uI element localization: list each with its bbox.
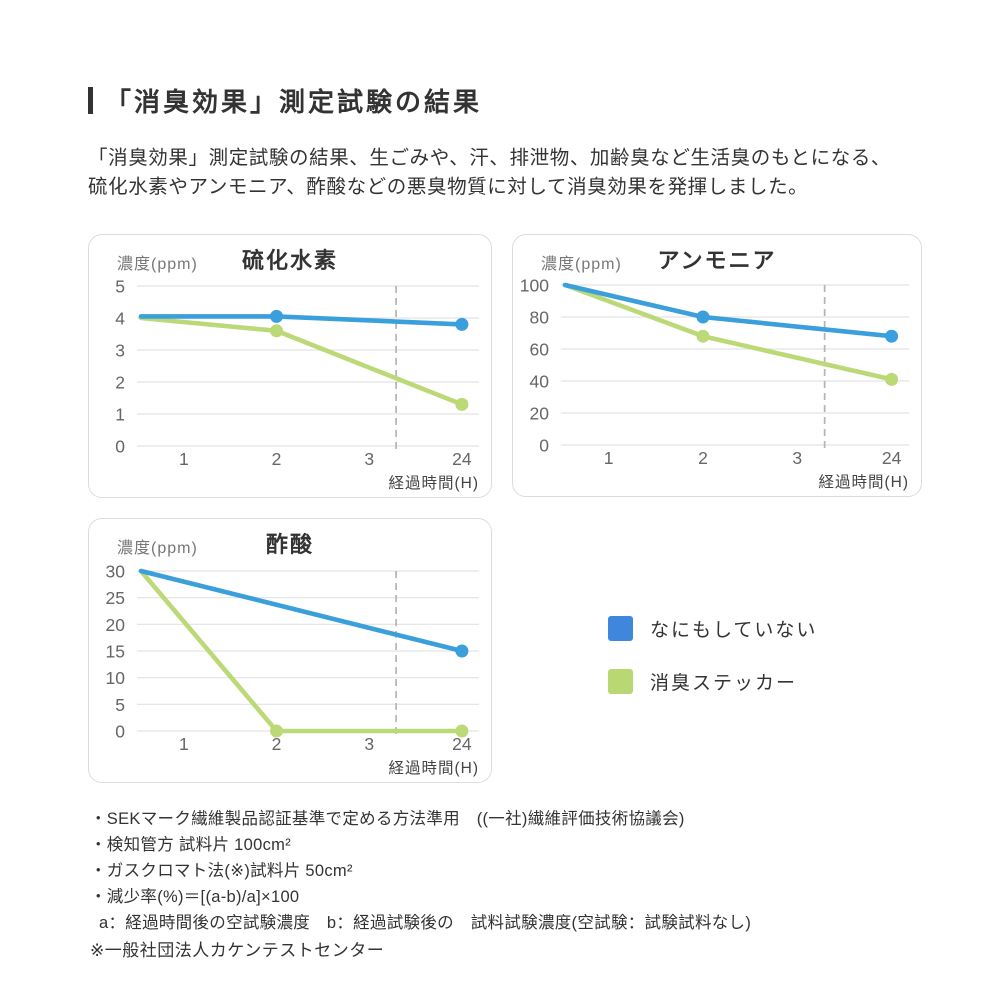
note-line: ・減少率(%)＝[(a-b)/a]×100 (90, 888, 300, 906)
page-header: 「消臭効果」測定試験の結果 (88, 82, 482, 119)
svg-text:60: 60 (530, 340, 550, 360)
svg-text:経過時間(H): 経過時間(H) (388, 759, 479, 777)
y-axis-unit-label: 濃度(ppm) (541, 256, 622, 273)
svg-text:1: 1 (115, 405, 125, 425)
chart-panel-acetic-acid: 濃度(ppm) 酢酸 0 5 10 15 20 25 30 1 2 3 24 経過時間(H) (88, 518, 492, 783)
y-axis-unit-label: 濃度(ppm) (117, 256, 198, 273)
legend-label-deodorant-sticker: 消臭ステッカー (650, 673, 798, 694)
legend-swatch-green (608, 669, 633, 694)
acetic-acid-chart: 0 5 10 15 20 25 30 1 2 3 24 経過時間(H) (106, 562, 479, 777)
svg-text:経過時間(H): 経過時間(H) (818, 473, 909, 491)
legend-item-deodorant-sticker: 消臭ステッカー (608, 668, 817, 695)
svg-text:40: 40 (530, 372, 550, 392)
y-axis-unit-label: 濃度(ppm) (117, 540, 198, 557)
svg-text:3: 3 (792, 448, 802, 468)
svg-text:0: 0 (539, 436, 549, 456)
svg-text:20: 20 (106, 615, 126, 635)
note-line: a：経過時間後の空試験濃度 b：経過試験後の 試料試験濃度(空試験：試験試料なし… (99, 914, 752, 932)
legend-item-untreated: なにもしていない (608, 615, 817, 642)
svg-text:30: 30 (106, 562, 126, 582)
chart-legend: なにもしていない 消臭ステッカー (608, 615, 817, 721)
svg-text:0: 0 (115, 722, 125, 742)
chart-panel-ammonia: 濃度(ppm) アンモニア 0 20 40 60 80 100 1 2 3 24 経過時間(H) (512, 234, 922, 497)
intro-paragraph: 「消臭効果」測定試験の結果、生ごみや、汗、排泄物、加齢臭など生活臭のもとになる、… (88, 144, 891, 202)
note-line: ・ガスクロマト法(※)試料片 50cm² (90, 862, 353, 880)
svg-text:3: 3 (115, 341, 125, 361)
svg-text:2: 2 (272, 734, 282, 754)
svg-text:0: 0 (115, 437, 125, 457)
svg-text:4: 4 (115, 309, 125, 329)
svg-text:10: 10 (106, 668, 126, 688)
svg-text:2: 2 (698, 448, 708, 468)
svg-text:25: 25 (106, 588, 125, 608)
page-title: 「消臭効果」測定試験の結果 (105, 87, 483, 117)
svg-text:3: 3 (364, 734, 374, 754)
chart-title-ammonia: アンモニア (657, 248, 777, 273)
svg-text:5: 5 (115, 695, 125, 715)
svg-text:1: 1 (604, 448, 614, 468)
svg-text:1: 1 (179, 734, 189, 754)
test-method-notes: ・SEKマーク繊維製品認証基準で定める方法準用 ((一社)繊維評価技術協議会) … (90, 806, 751, 936)
svg-text:経過時間(H): 経過時間(H) (388, 474, 479, 492)
chart-title-acetic-acid: 酢酸 (265, 532, 314, 557)
svg-text:15: 15 (106, 642, 125, 662)
svg-text:1: 1 (179, 449, 189, 469)
svg-text:2: 2 (115, 373, 125, 393)
title-accent-bar (88, 87, 93, 114)
note-line: ・検知管方 試料片 100cm² (90, 836, 291, 854)
svg-text:80: 80 (530, 308, 550, 328)
ammonia-chart: 0 20 40 60 80 100 1 2 3 24 経過時間(H) (520, 276, 909, 491)
svg-text:100: 100 (520, 276, 549, 296)
chart-title-hydrogen-sulfide: 硫化水素 (241, 248, 338, 273)
intro-line-2: 硫化水素やアンモニア、酢酸などの悪臭物質に対して消臭効果を発揮しました。 (88, 176, 809, 198)
note-line: ・SEKマーク繊維製品認証基準で定める方法準用 ((一社)繊維評価技術協議会) (90, 810, 685, 828)
svg-text:2: 2 (272, 449, 282, 469)
svg-text:3: 3 (364, 449, 374, 469)
testing-center-note: ※一般社団法人カケンテストセンター (90, 941, 385, 960)
svg-text:5: 5 (115, 277, 125, 297)
legend-label-untreated: なにもしていない (650, 620, 818, 641)
svg-text:24: 24 (452, 734, 472, 754)
chart-panel-hydrogen-sulfide: 濃度(ppm) 硫化水素 0 1 2 3 4 5 1 2 3 24 経過時間(H) (88, 234, 492, 498)
intro-line-1: 「消臭効果」測定試験の結果、生ごみや、汗、排泄物、加齢臭など生活臭のもとになる、 (88, 147, 892, 169)
legend-swatch-blue (608, 616, 633, 641)
hydrogen-sulfide-chart: 0 1 2 3 4 5 1 2 3 24 経過時間(H) (115, 277, 479, 492)
svg-text:24: 24 (882, 448, 902, 468)
svg-text:24: 24 (452, 449, 472, 469)
svg-text:20: 20 (530, 404, 550, 424)
